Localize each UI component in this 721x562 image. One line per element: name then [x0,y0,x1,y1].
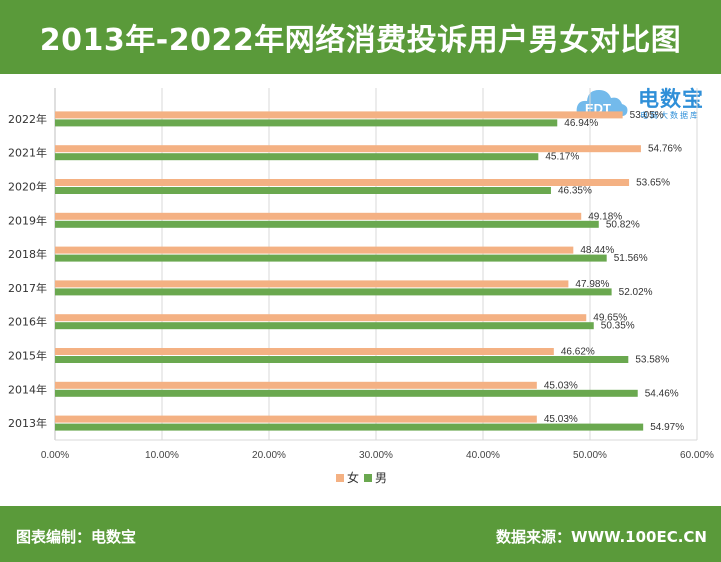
data-label: 50.82% [606,219,640,230]
legend-label: 男 [375,471,387,485]
bar-male [55,119,558,127]
y-tick-label: 2020年 [8,180,47,194]
page-title: 2013年-2022年网络消费投诉用户男女对比图 [39,23,682,58]
y-tick-label: 2016年 [8,315,47,329]
bar-chart: 0.00% 10.00% 20.00% 30.00% 40.00% 50.00% 60.00… [8,88,714,485]
y-tick-label: 2015年 [8,349,47,363]
bar-male [55,389,638,397]
data-label: 45.03% [544,414,578,425]
data-label: 49.18% [588,211,622,222]
x-tick-label: 60.00% [680,450,714,461]
bar-male [55,356,629,363]
bar-female [55,179,630,186]
bar-female [55,145,641,153]
data-label: 51.56% [614,253,648,264]
bar-male [55,187,551,194]
bar-male [55,423,644,431]
y-tick-label: 2021年 [8,146,47,160]
legend-swatch [364,474,372,482]
legend-label: 女 [347,470,359,485]
logo-subtitle: 电商大数据库 [640,111,700,120]
data-label: 53.65% [636,178,670,189]
bar-female [55,314,587,322]
x-tick-label: 20.00% [252,450,286,461]
chart-credit: 图表编制：电数宝 [16,528,137,546]
x-tick-label: 30.00% [359,450,393,461]
data-source: 数据来源：WWW.100EC.CN [496,528,707,546]
bar-female [55,415,537,423]
bar-female [55,348,554,355]
bar-female [55,280,569,288]
footer-bar: 图表编制：电数宝 数据来源：WWW.100EC.CN [0,506,721,562]
y-tick-label: 2022年 [8,112,47,126]
data-label: 52.02% [619,287,653,298]
data-label: 54.76% [648,144,682,155]
y-tick-label: 2017年 [8,281,47,295]
bar-female [55,111,623,119]
bar-male [55,288,612,296]
bar-male [55,254,607,262]
x-tick-label: 40.00% [466,450,500,461]
x-tick-label: 0.00% [41,450,69,461]
bar-female [55,246,574,254]
data-label: 54.97% [650,422,684,433]
data-label: 46.94% [564,118,598,129]
bar-female [55,381,537,389]
y-tick-label: 2019年 [8,213,47,227]
title-bar: 2013年-2022年网络消费投诉用户男女对比图 [0,0,721,74]
data-label: 49.65% [593,313,627,324]
data-label: 47.98% [575,279,609,290]
bar-male [55,220,599,228]
data-label: 50.35% [601,321,635,332]
legend-swatch [336,474,344,482]
data-label: 54.46% [645,388,679,399]
bar-male [55,153,539,161]
y-tick-label: 2013年 [8,416,47,430]
bar-female [55,212,582,220]
logo-name: 电数宝 [638,87,704,111]
x-tick-label: 10.00% [145,450,179,461]
y-tick-label: 2018年 [8,247,47,261]
x-tick-label: 50.00% [573,450,607,461]
y-tick-label: 2014年 [8,382,47,396]
data-label: 45.17% [545,152,579,163]
data-label: 46.35% [558,186,592,197]
data-label: 53.58% [635,355,669,366]
data-label: 53.05% [630,110,664,121]
bar-male [55,322,594,330]
data-label: 48.44% [580,245,614,256]
data-label: 45.03% [544,380,578,391]
data-label: 46.62% [561,347,595,358]
